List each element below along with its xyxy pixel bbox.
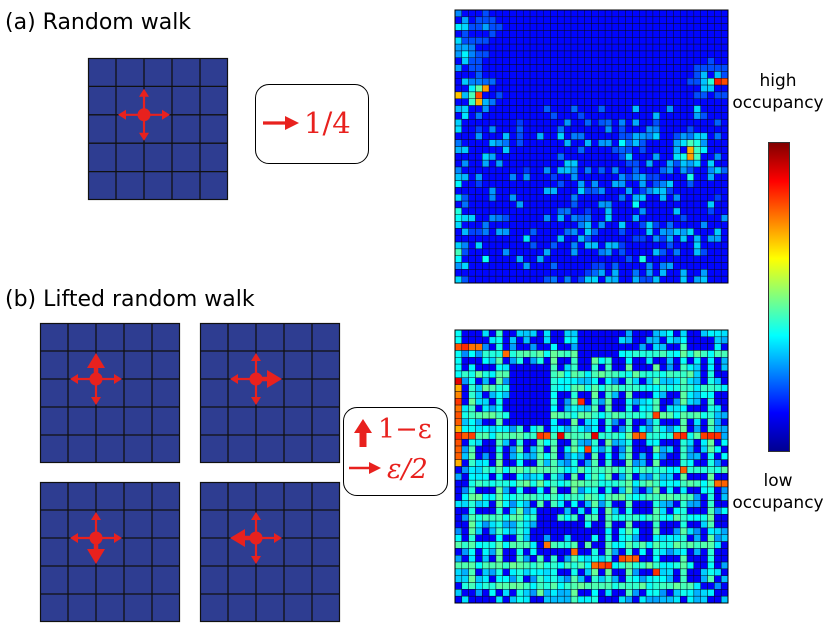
panel-b-title: (b) Lifted random walk [5,287,255,312]
colorbar-low-word: low [763,471,793,491]
up-arrow-icon [354,419,372,447]
lattice-random-walk [87,57,229,201]
colorbar-high-word: high [759,71,797,91]
lattice-lifted-up [39,322,181,464]
right-arrow-icon [263,116,299,130]
rule-probability: 1/4 [304,106,351,140]
walker-dot [249,531,263,545]
lattice-lifted-left [199,481,341,623]
walker-dot [137,108,151,122]
heatmap-lifted-walk [454,329,729,604]
walker-dot [89,372,103,386]
walker-dot [89,531,103,545]
colorbar-low-label: low occupancy [723,470,830,514]
rule-side-probability: ε/2 [387,454,428,485]
heatmap-random-walk [454,9,729,284]
rule-forward-probability: 1−ε [378,414,432,445]
colorbar [768,142,790,452]
rule-box-random-walk [255,84,369,164]
colorbar-high-occupancy: occupancy [732,93,824,113]
rule-box-lifted-walk [343,407,448,496]
lattice-lifted-down [39,481,181,623]
right-arrow-icon [349,462,381,474]
colorbar-high-label: high occupancy [723,70,830,114]
walker-dot [249,372,263,386]
panel-a-title: (a) Random walk [5,10,192,35]
lattice-lifted-right [199,322,341,464]
colorbar-low-occupancy: occupancy [732,493,824,513]
